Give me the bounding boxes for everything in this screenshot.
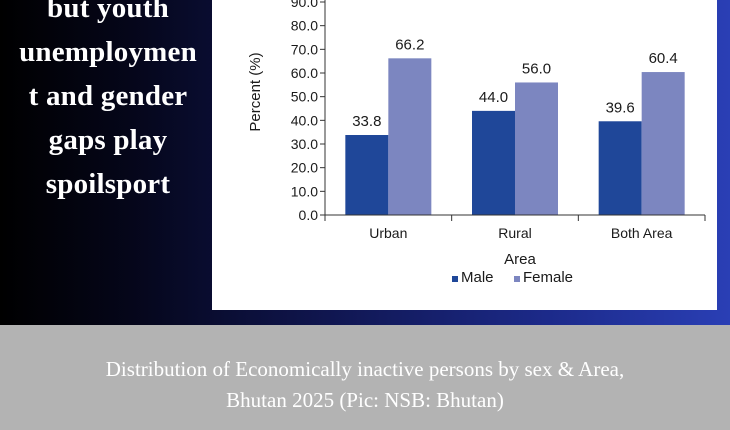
bar-female-both-area [641, 72, 685, 215]
x-tick-label: Rural [498, 225, 531, 241]
y-tick-label: 50.0 [291, 89, 318, 105]
data-label: 39.6 [606, 99, 635, 116]
x-tick-label: Urban [369, 225, 407, 241]
data-label: 60.4 [649, 50, 678, 67]
bar-chart: 0.010.020.030.040.050.060.070.080.090.0 … [247, 0, 706, 286]
y-tick-label: 60.0 [291, 65, 318, 81]
headline-line: unemploymen [19, 36, 197, 68]
x-tick-label: Both Area [611, 225, 673, 241]
data-label: 56.0 [522, 60, 551, 77]
y-axis: 0.0 10.0 20.0 30.0 40.0 50.0 60.0 70.0 80.0 90.0 [291, 0, 326, 223]
headline-line: spoilsport [45, 168, 171, 200]
y-tick-label: 10.0 [291, 183, 318, 199]
headline-line: t and gender [28, 80, 188, 112]
legend-swatch-male [452, 276, 458, 282]
y-tick-label: 0.0 [299, 207, 319, 223]
y-tick-label: 90.0 [291, 0, 318, 10]
caption-line-1: Distribution of Economically inactive pe… [105, 357, 625, 381]
bar-male-rural [472, 110, 515, 215]
bar-male-both-area [598, 121, 642, 215]
legend-label-female: Female [523, 269, 573, 286]
data-label: 44.0 [479, 89, 508, 106]
legend: Male Female [452, 269, 573, 286]
bar-female-rural [515, 82, 558, 215]
legend-swatch-female [514, 276, 520, 282]
y-tick-label: 30.0 [291, 136, 318, 152]
x-axis: Urban Rural Both Area [324, 214, 706, 241]
bar-male-urban [345, 135, 389, 215]
y-axis-title: Percent (%) [247, 52, 264, 131]
caption-line-2: Bhutan 2025 (Pic: NSB: Bhutan) [226, 388, 504, 412]
hero-banner: but youth unemploymen t and gender gaps … [0, 0, 730, 325]
headline: but youth unemploymen t and gender gaps … [8, 0, 208, 206]
bar-female-urban [388, 58, 432, 216]
headline-line: but youth [47, 0, 169, 24]
data-label: 33.8 [352, 113, 381, 130]
headline-line: gaps play [48, 124, 168, 156]
y-tick-label: 80.0 [291, 18, 318, 34]
y-tick-label: 40.0 [291, 112, 318, 128]
y-tick-label: 70.0 [291, 41, 318, 57]
bars: 33.8 66.2 44.0 56.0 39.6 60.4 [345, 36, 685, 216]
data-label: 66.2 [395, 36, 424, 53]
image-caption: Distribution of Economically inactive pe… [0, 325, 730, 430]
x-axis-title: Area [504, 251, 536, 268]
y-tick-label: 20.0 [291, 160, 318, 176]
legend-label-male: Male [461, 269, 494, 286]
chart-panel: 0.0 10.0 20.0 30.0 40.0 50.0 60.0 70.0 80.0 90.0 … [212, 0, 717, 310]
